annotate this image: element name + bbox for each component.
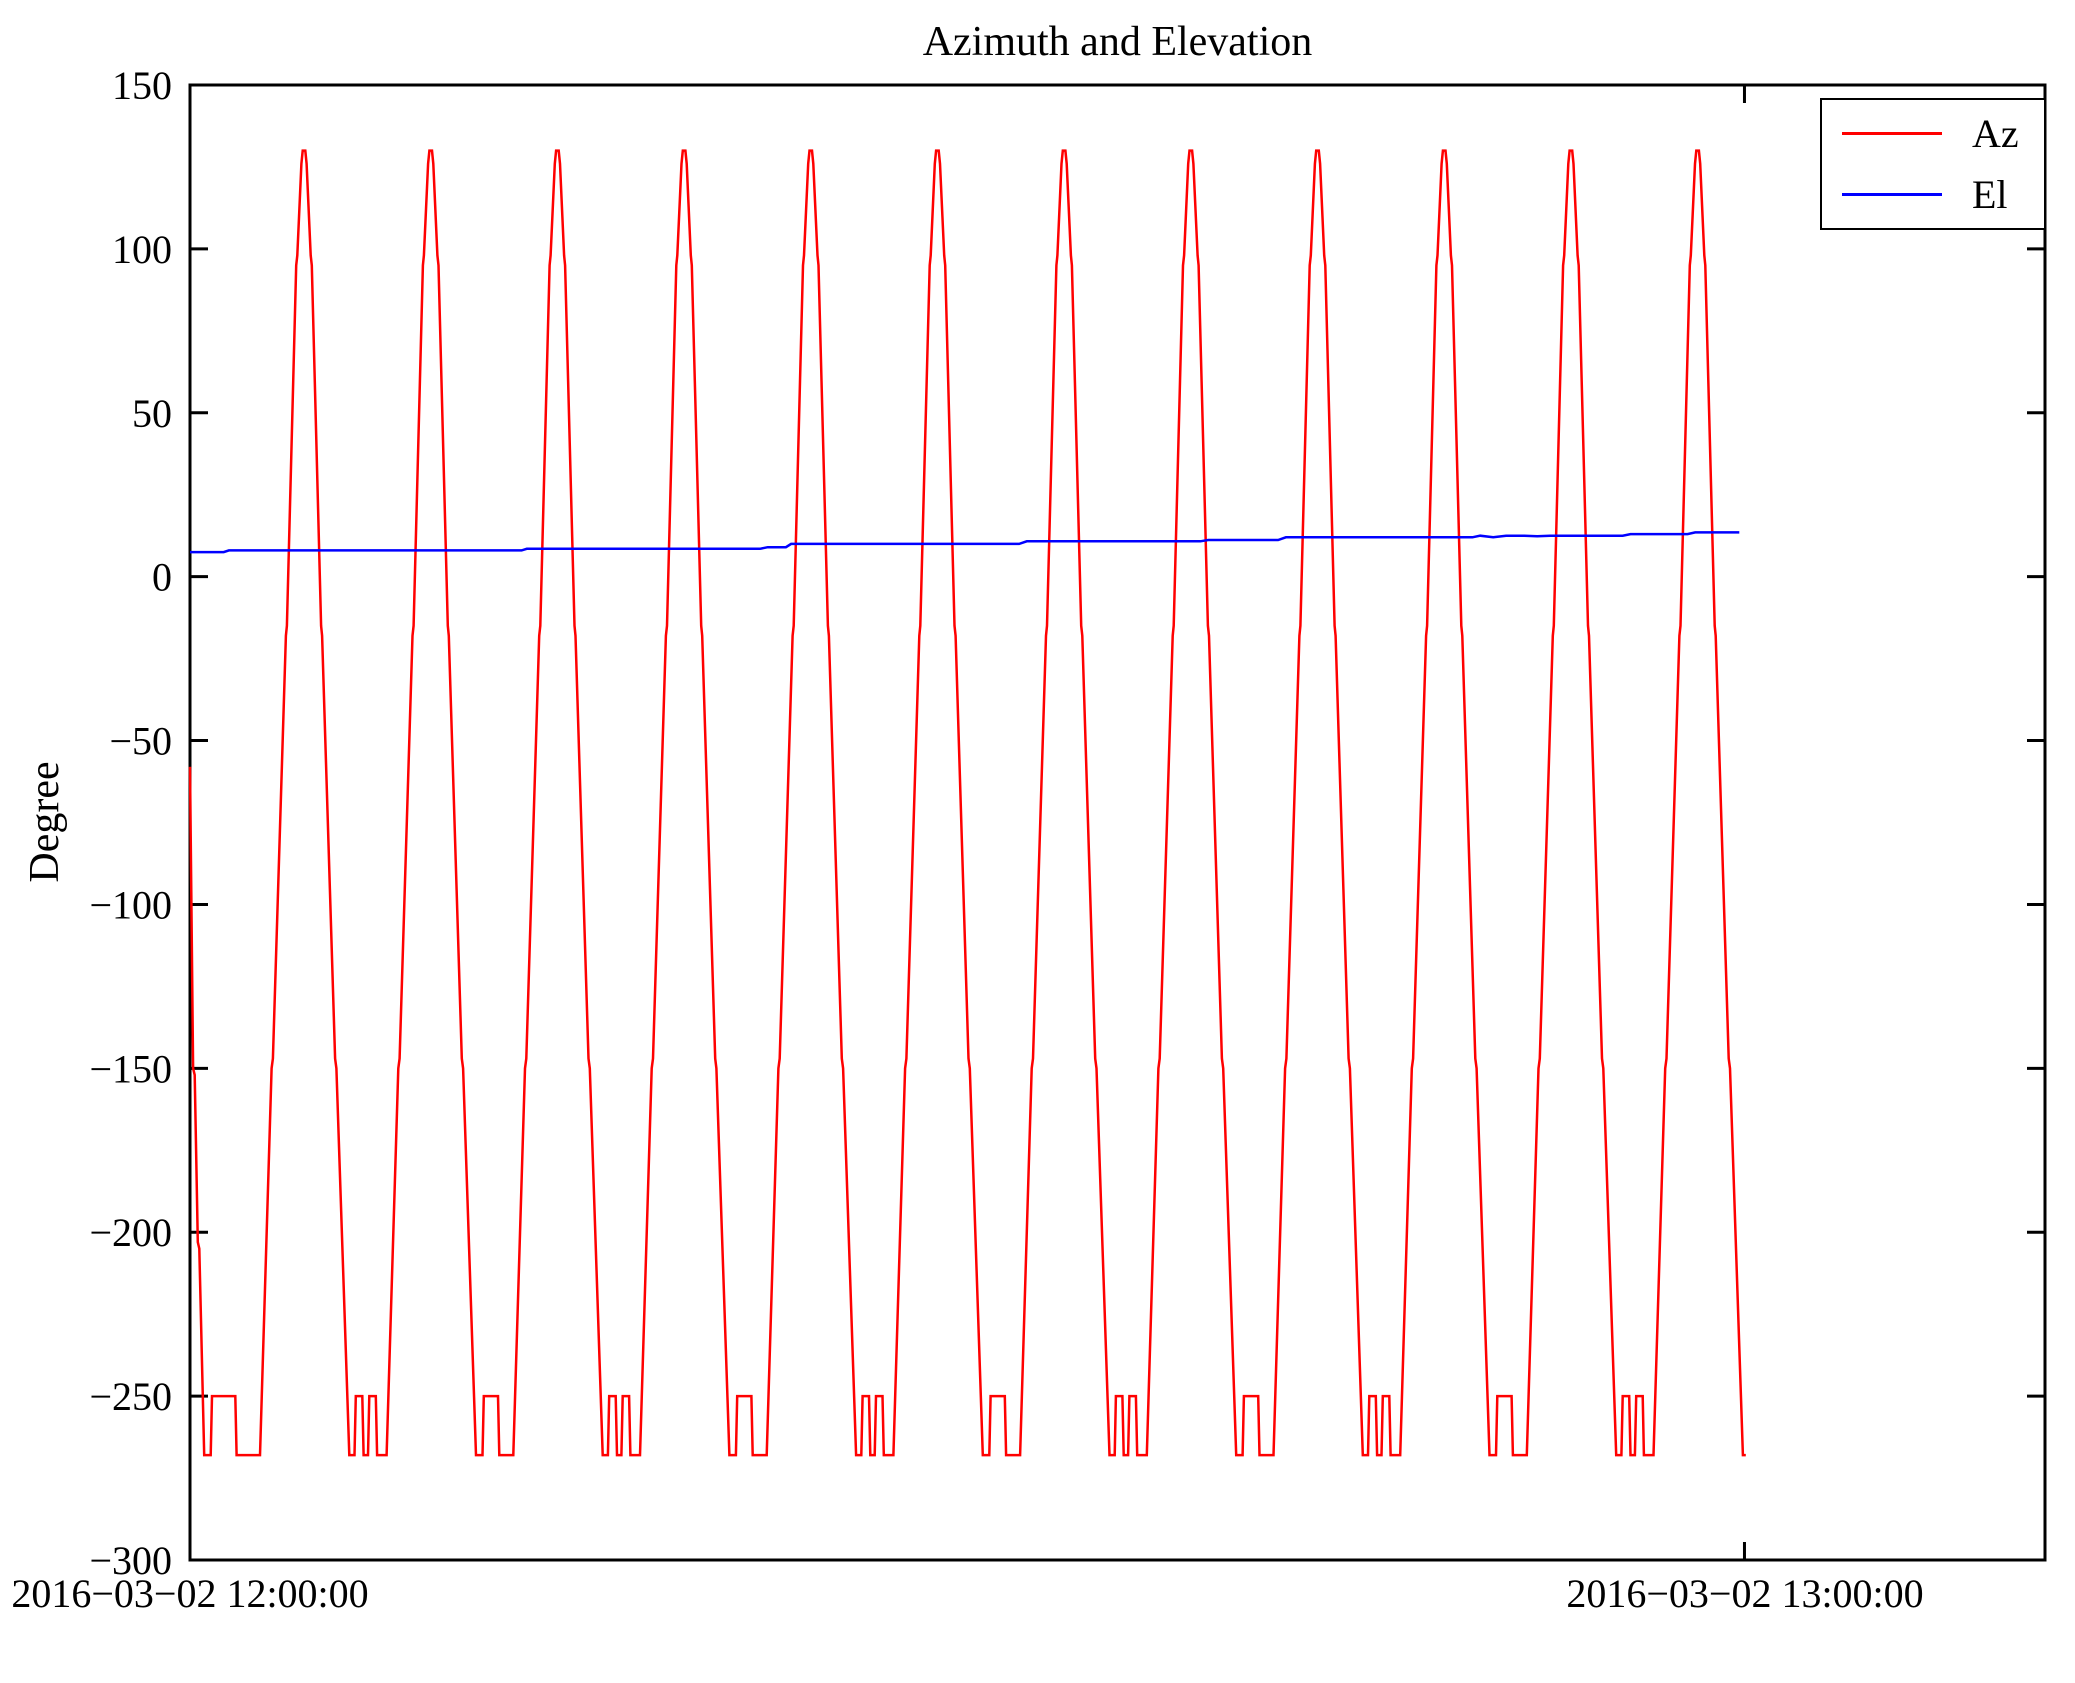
el-line-swatch: [1842, 193, 1942, 197]
legend-label-az: Az: [1972, 110, 2019, 156]
legend-label-el: El: [1972, 172, 2008, 218]
chart-title: Azimuth and Elevation: [922, 19, 1313, 65]
el-series-line: [190, 531, 1740, 554]
legend-item-el: El: [1822, 167, 2044, 223]
x-tick-label-end: 2016−03−02 13:00:00: [1566, 1571, 1924, 1616]
y-tick-label: −100: [89, 882, 172, 927]
axes-box: [188, 83, 2047, 1562]
y-tick-label: 0: [152, 555, 172, 600]
y-tick-label: −50: [109, 719, 172, 764]
y-tick-label: 100: [112, 227, 172, 272]
y-tick-label: 150: [112, 63, 172, 108]
y-tick-label: −200: [89, 1210, 172, 1255]
y-tick-label: 50: [132, 391, 172, 436]
y-tick-label: −250: [89, 1374, 172, 1419]
legend-item-az: Az: [1822, 105, 2044, 161]
y-tick-label: −150: [89, 1046, 172, 1091]
az-line-swatch: [1842, 131, 1942, 135]
x-tick-label-start: 2016−03−02 12:00:00: [11, 1571, 369, 1616]
legend-box: Az El: [1820, 98, 2046, 230]
az-series-line: [188, 149, 1746, 1457]
y-tick-label: −300: [89, 1538, 172, 1583]
